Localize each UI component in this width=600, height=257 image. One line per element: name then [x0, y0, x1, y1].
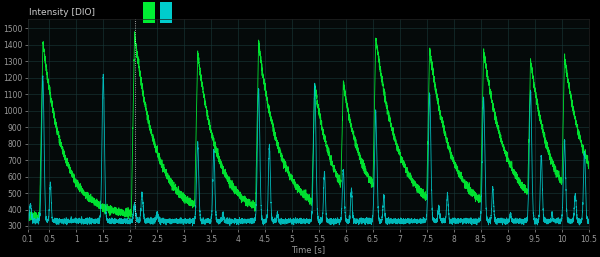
Text: Intensity [DIO]: Intensity [DIO]: [29, 7, 95, 16]
Bar: [160, 2, 172, 23]
X-axis label: Time [s]: Time [s]: [291, 245, 325, 254]
Bar: [143, 2, 155, 23]
